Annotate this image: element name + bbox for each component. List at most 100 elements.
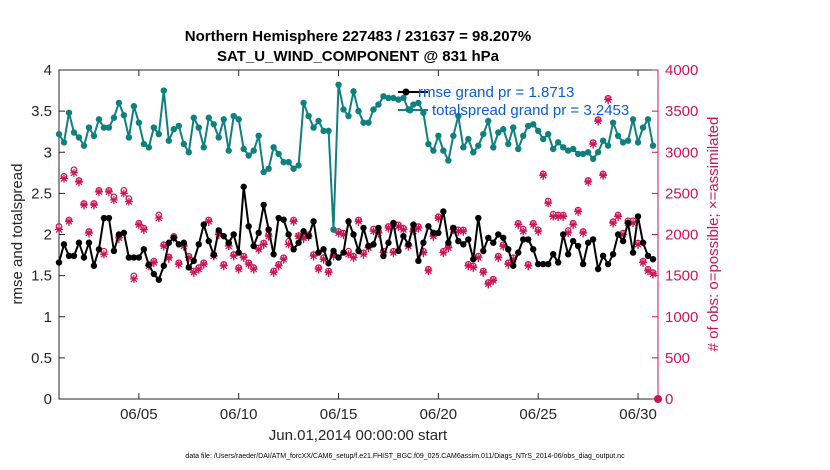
- series-point: [425, 223, 432, 230]
- y-tick-label: 0: [44, 391, 52, 408]
- y-tick-label: 2: [44, 227, 52, 244]
- obs-assimilated-point: [59, 174, 68, 183]
- series-point: [315, 249, 322, 256]
- obs-assimilated-point: [194, 265, 203, 274]
- series-point: [70, 129, 78, 136]
- series-point: [230, 231, 237, 238]
- obs-assimilated-point: [354, 217, 363, 226]
- series-point: [75, 134, 83, 141]
- series-point: [649, 255, 657, 263]
- series-point: [554, 259, 562, 266]
- series-point: [350, 231, 357, 238]
- data-file-footer: data file: /Users/raeder/DAI/ATM_forcXX/…: [185, 453, 625, 460]
- series-point: [160, 262, 168, 269]
- x-axis-ticks: 06/05 06/10 06/15 06/20 06/25 06/30: [120, 70, 657, 423]
- chart-title: Northern Hemisphere 227483 / 231637 = 98…: [185, 28, 531, 45]
- series-point: [480, 247, 487, 255]
- series-point: [170, 234, 178, 241]
- obs-assimilated-point: [89, 200, 98, 209]
- series-point: [155, 276, 163, 283]
- obs-assimilated-point: [344, 250, 353, 259]
- series-point: [140, 246, 148, 253]
- legend-rmse-marker: [402, 88, 410, 96]
- series-point: [485, 234, 492, 241]
- obs-assimilated-point: [429, 232, 438, 241]
- series-point: [450, 224, 457, 232]
- obs-assimilated-point: [439, 248, 448, 257]
- series-point: [240, 183, 247, 190]
- obs-assimilated-point: [239, 253, 248, 262]
- series-point: [350, 88, 357, 95]
- x-tick-label: 06/05: [120, 406, 158, 423]
- series-point: [115, 231, 123, 238]
- series-point: [365, 119, 372, 126]
- series-point: [195, 241, 202, 248]
- obs-assimilated-point: [359, 250, 368, 259]
- obs-assimilated-point: [324, 268, 333, 277]
- obs-assimilated-point: [299, 233, 308, 242]
- series-point: [105, 214, 113, 222]
- obs-assimilated-point: [444, 243, 453, 252]
- series-point: [385, 94, 392, 102]
- series-point: [510, 262, 517, 269]
- series-point: [370, 241, 377, 248]
- series-layer: [55, 81, 662, 403]
- series-point: [130, 102, 138, 110]
- obs-assimilated-point: [529, 220, 538, 229]
- series-point: [100, 124, 108, 131]
- series-point: [380, 252, 387, 260]
- obs-assimilated-point: [249, 265, 258, 274]
- x-tick-label: 06/30: [619, 406, 657, 423]
- obs-assimilated-point: [129, 274, 138, 283]
- obs-assimilated-point: [124, 197, 133, 206]
- series-point: [470, 255, 477, 263]
- series-point: [200, 221, 207, 228]
- series-point: [330, 247, 337, 255]
- obs-zero-marker: [654, 395, 662, 403]
- series-point: [355, 107, 362, 115]
- series-point: [544, 130, 552, 138]
- obs-assimilated-point: [594, 116, 603, 125]
- obs-assimilated-point: [349, 253, 358, 262]
- series-point: [140, 140, 148, 148]
- series-point: [125, 134, 133, 141]
- series-point: [470, 149, 477, 156]
- obs-assimilated-point: [104, 187, 113, 196]
- obs-assimilated-point: [259, 240, 268, 249]
- obs-assimilated-point: [514, 220, 523, 229]
- series-point: [549, 251, 557, 258]
- series-point: [440, 147, 447, 154]
- series-point: [205, 114, 212, 121]
- series-point: [210, 121, 217, 128]
- series-point: [405, 241, 412, 248]
- obs-assimilated-point: [279, 255, 288, 264]
- series-point: [175, 241, 182, 248]
- series-point: [300, 99, 307, 107]
- series-point: [480, 130, 487, 138]
- series-point: [115, 99, 123, 107]
- series-point: [435, 229, 442, 237]
- series-point: [400, 94, 407, 102]
- series-point: [345, 218, 352, 225]
- obs-assimilated-point: [454, 227, 463, 236]
- series-point: [235, 116, 242, 123]
- series-point: [60, 241, 68, 248]
- obs-assimilated-point: [69, 168, 78, 177]
- series-point: [335, 254, 342, 261]
- series-point: [150, 270, 158, 278]
- series-point: [330, 226, 337, 233]
- series-point: [70, 252, 78, 260]
- obs-assimilated-point: [294, 232, 303, 241]
- obs-assimilated-point: [519, 227, 528, 236]
- series-point: [190, 114, 197, 121]
- obs-assimilated-point: [534, 227, 543, 236]
- series-point: [495, 129, 502, 136]
- legend-totalspread-marker: [406, 106, 414, 114]
- series-point: [110, 247, 118, 255]
- obs-assimilated-point: [119, 189, 128, 198]
- obs-assimilated-point: [474, 253, 483, 262]
- series-point: [250, 147, 257, 154]
- obs-assimilated-point: [609, 218, 618, 227]
- series-point: [395, 247, 402, 255]
- obs-assimilated-point: [74, 177, 83, 186]
